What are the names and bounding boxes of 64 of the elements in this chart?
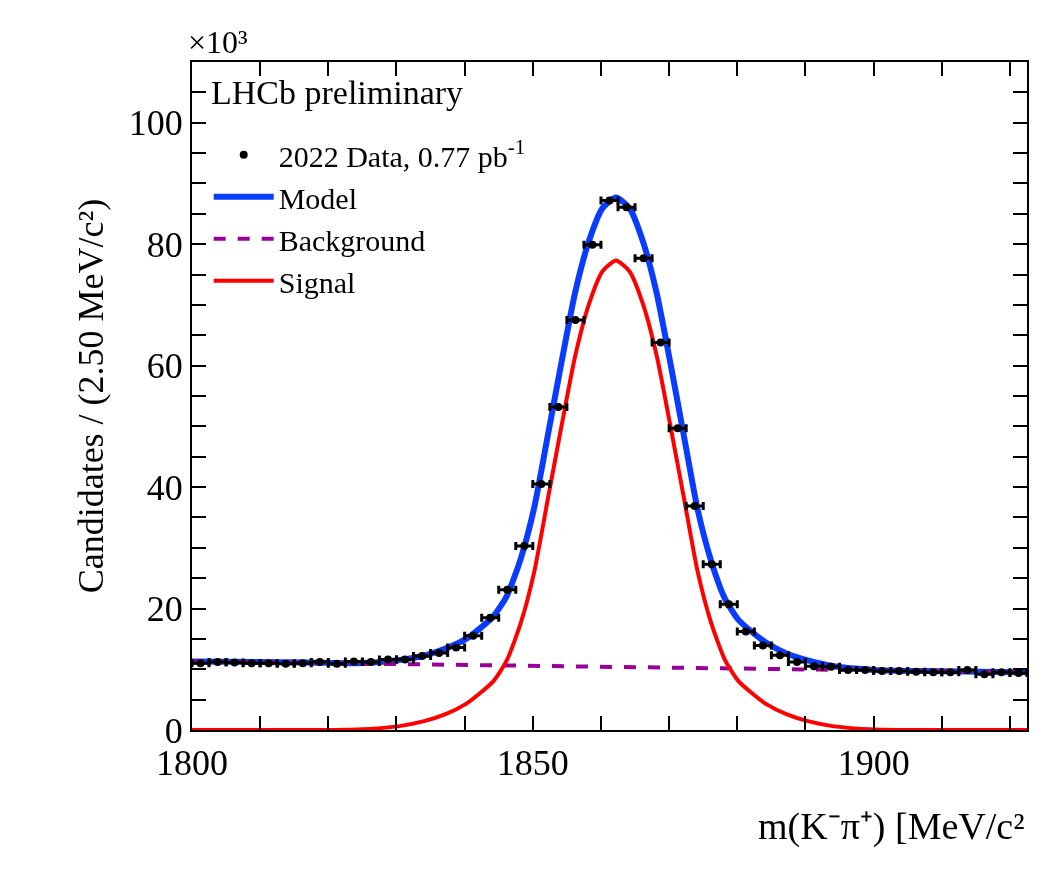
- y-axis-title: Candidates / (2.50 MeV/c²): [71, 198, 112, 594]
- x-tick-label: 1900: [837, 743, 910, 784]
- point: [469, 631, 478, 640]
- point: [366, 657, 375, 666]
- point: [673, 424, 682, 433]
- point: [418, 651, 427, 660]
- point: [332, 659, 341, 668]
- point: [946, 668, 955, 677]
- point: [878, 667, 887, 676]
- point: [537, 480, 546, 489]
- point: [281, 659, 290, 668]
- point: [401, 655, 410, 664]
- point: [724, 600, 733, 609]
- point: [622, 203, 631, 212]
- point: [213, 657, 222, 666]
- point: [775, 651, 784, 660]
- point: [997, 668, 1006, 677]
- point: [690, 501, 699, 510]
- point: [656, 338, 665, 347]
- y-tick-label: 60: [146, 346, 183, 387]
- point: [758, 641, 767, 650]
- point: [230, 658, 239, 667]
- point: [264, 659, 273, 668]
- point: [554, 402, 563, 411]
- point: [452, 643, 461, 652]
- point: [809, 662, 818, 671]
- y-tick-label: 40: [146, 467, 183, 508]
- legend-label: 2022 Data, 0.77 pb$^{-1}$: [278, 134, 526, 173]
- point: [707, 560, 716, 569]
- point: [605, 196, 614, 205]
- point: [520, 542, 529, 550]
- legend-label: Signal: [278, 265, 356, 299]
- point: [503, 585, 512, 594]
- point: [792, 657, 801, 666]
- point: [571, 316, 580, 325]
- point: [895, 667, 904, 676]
- point: [588, 240, 597, 249]
- point: [435, 648, 444, 657]
- point: [486, 613, 495, 622]
- point: [349, 657, 358, 666]
- point: [383, 655, 392, 664]
- point: [315, 657, 324, 666]
- point: [298, 659, 307, 668]
- legend-label: Background: [278, 223, 426, 257]
- point: [844, 665, 853, 674]
- point: [929, 668, 938, 677]
- point: [980, 670, 989, 679]
- x-axis-title: m(K⁻π⁺) [MeV/c²: [758, 805, 1025, 848]
- line-series: [192, 258, 1027, 730]
- point: [963, 665, 972, 674]
- point: [861, 665, 870, 674]
- point: [827, 662, 836, 671]
- point: [741, 627, 750, 636]
- text: ×10³: [188, 24, 248, 60]
- legend-label: Model: [278, 181, 358, 215]
- point: [196, 659, 205, 668]
- chart-title: LHCb preliminary: [211, 74, 464, 111]
- point: [912, 667, 921, 676]
- x-tick-label: 1850: [496, 743, 569, 784]
- point: [639, 254, 648, 263]
- y-tick-label: 100: [128, 103, 183, 144]
- point: [247, 659, 256, 668]
- y-tick-label: 80: [146, 224, 183, 265]
- y-tick-label: 20: [146, 589, 183, 630]
